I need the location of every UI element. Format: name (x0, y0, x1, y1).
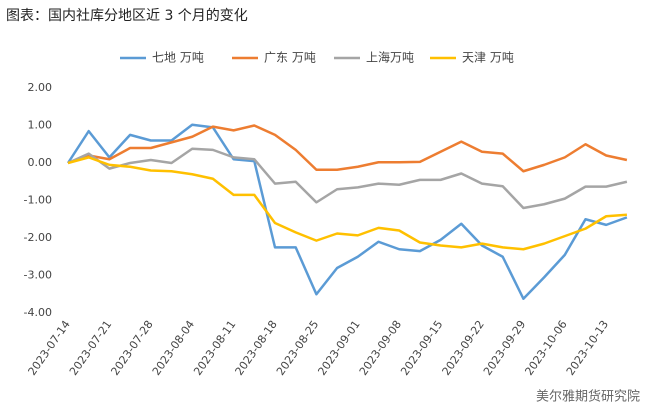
legend-label: 上海万吨 (366, 50, 414, 65)
y-tick-label: -2.00 (24, 231, 52, 244)
x-tick-label: 2023-07-14 (26, 318, 73, 378)
x-tick-label: 2023-09-01 (315, 318, 362, 378)
x-tick-label: 2023-09-29 (481, 318, 528, 378)
y-tick-label: 1.00 (28, 119, 53, 132)
y-tick-label: -4.00 (24, 306, 52, 319)
y-tick-label: -1.00 (24, 194, 52, 207)
x-tick-label: 2023-09-22 (440, 318, 487, 378)
series-line (67, 124, 628, 173)
chart-title: 图表：国内社库分地区近 3 个月的变化 (6, 8, 248, 24)
x-tick-label: 2023-08-04 (150, 318, 197, 378)
series-line (67, 147, 628, 210)
y-tick-label: 2.00 (28, 81, 53, 94)
x-tick-label: 2023-09-15 (398, 318, 445, 378)
legend-label: 广东 万吨 (264, 51, 316, 65)
y-tick-label: -3.00 (24, 269, 52, 282)
x-tick-label: 2023-07-28 (108, 318, 155, 378)
legend-label: 七地 万吨 (152, 51, 204, 65)
x-tick-label: 2023-08-18 (233, 318, 280, 378)
y-tick-label: 0.00 (28, 156, 53, 169)
x-tick-label: 2023-10-06 (522, 318, 569, 378)
x-tick-label: 2023-10-13 (564, 318, 611, 378)
series-line (66, 123, 628, 300)
series-line (67, 156, 627, 251)
x-tick-label: 2023-08-11 (191, 318, 238, 378)
x-tick-label: 2023-07-21 (67, 318, 114, 378)
x-tick-label: 2023-09-08 (357, 318, 404, 378)
legend-label: 天津 万吨 (462, 51, 514, 65)
watermark: 美尔雅期货研究院 (536, 389, 640, 405)
x-tick-label: 2023-08-25 (274, 318, 321, 378)
